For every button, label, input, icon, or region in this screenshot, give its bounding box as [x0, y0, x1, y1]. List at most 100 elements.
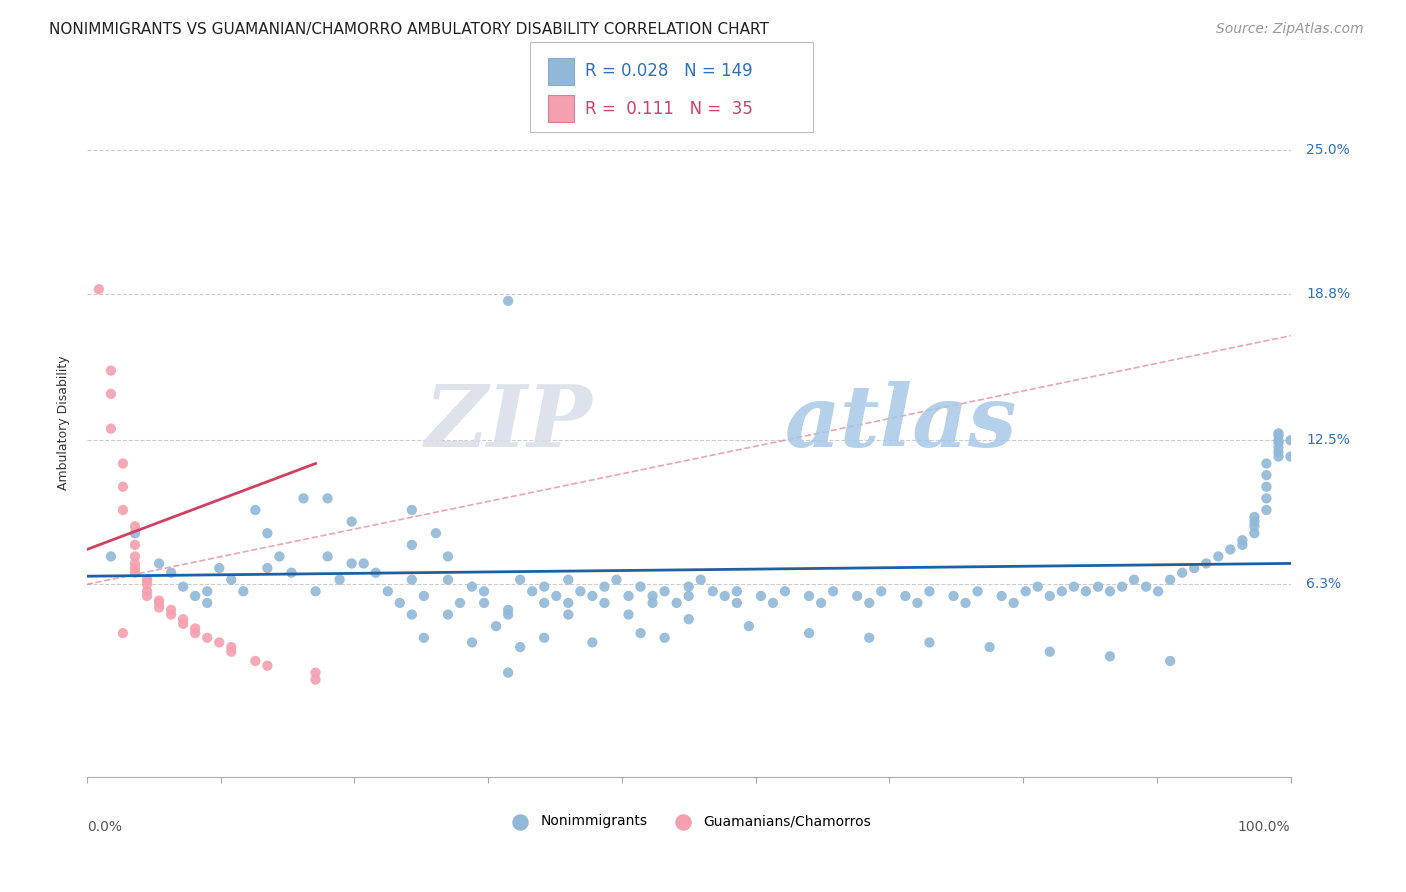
- Point: [870, 584, 893, 599]
- Point: [304, 673, 326, 687]
- Point: [1159, 573, 1181, 587]
- Point: [1256, 480, 1278, 494]
- Text: R = 0.028   N = 149: R = 0.028 N = 149: [585, 62, 752, 80]
- Point: [905, 596, 928, 610]
- Point: [401, 503, 423, 517]
- Point: [136, 573, 159, 587]
- Point: [256, 561, 278, 575]
- Point: [810, 596, 832, 610]
- Text: ZIP: ZIP: [425, 381, 592, 465]
- Point: [496, 603, 519, 617]
- Point: [388, 596, 411, 610]
- Text: NONIMMIGRANTS VS GUAMANIAN/CHAMORRO AMBULATORY DISABILITY CORRELATION CHART: NONIMMIGRANTS VS GUAMANIAN/CHAMORRO AMBU…: [49, 22, 769, 37]
- Point: [1267, 434, 1289, 448]
- Point: [1002, 596, 1025, 610]
- Point: [437, 607, 460, 622]
- Point: [557, 596, 579, 610]
- Point: [100, 386, 122, 401]
- Point: [437, 573, 460, 587]
- Point: [1074, 584, 1097, 599]
- Point: [100, 549, 122, 564]
- Point: [990, 589, 1012, 603]
- Point: [304, 665, 326, 680]
- Point: [1267, 445, 1289, 459]
- Point: [665, 596, 688, 610]
- Point: [340, 515, 363, 529]
- Point: [1087, 580, 1109, 594]
- Point: [329, 573, 352, 587]
- Point: [437, 549, 460, 564]
- Point: [256, 658, 278, 673]
- Point: [689, 573, 711, 587]
- Point: [678, 612, 700, 626]
- Point: [232, 584, 254, 599]
- Point: [1243, 510, 1265, 524]
- Point: [533, 596, 555, 610]
- Point: [509, 573, 531, 587]
- Point: [304, 584, 326, 599]
- Point: [773, 584, 796, 599]
- Point: [966, 584, 988, 599]
- Legend: Nonimmigrants, Guamanians/Chamorros: Nonimmigrants, Guamanians/Chamorros: [501, 809, 877, 834]
- Point: [1135, 580, 1157, 594]
- Point: [111, 457, 134, 471]
- Point: [412, 631, 434, 645]
- Point: [340, 557, 363, 571]
- Y-axis label: Ambulatory Disability: Ambulatory Disability: [58, 356, 70, 491]
- Point: [557, 573, 579, 587]
- Point: [172, 612, 194, 626]
- Point: [894, 589, 917, 603]
- Point: [100, 422, 122, 436]
- Point: [124, 538, 146, 552]
- Point: [918, 584, 941, 599]
- Point: [654, 584, 676, 599]
- Point: [1219, 542, 1241, 557]
- Point: [581, 635, 603, 649]
- Point: [654, 631, 676, 645]
- Point: [738, 619, 761, 633]
- Point: [221, 573, 243, 587]
- Point: [942, 589, 965, 603]
- Point: [714, 589, 737, 603]
- Point: [316, 549, 339, 564]
- Point: [472, 596, 495, 610]
- Point: [522, 584, 544, 599]
- Point: [846, 589, 869, 603]
- Point: [569, 584, 592, 599]
- Point: [617, 607, 640, 622]
- Point: [256, 526, 278, 541]
- Point: [160, 603, 183, 617]
- Point: [1039, 645, 1062, 659]
- Point: [221, 640, 243, 654]
- Point: [557, 607, 579, 622]
- Point: [533, 631, 555, 645]
- Point: [546, 589, 568, 603]
- Point: [1243, 519, 1265, 533]
- Point: [377, 584, 399, 599]
- Point: [195, 584, 218, 599]
- Point: [172, 616, 194, 631]
- Point: [245, 654, 267, 668]
- Point: [630, 626, 652, 640]
- Point: [401, 538, 423, 552]
- Point: [955, 596, 977, 610]
- Point: [979, 640, 1001, 654]
- Point: [1232, 533, 1254, 548]
- Point: [702, 584, 724, 599]
- Point: [124, 557, 146, 571]
- Point: [725, 584, 748, 599]
- Point: [858, 631, 880, 645]
- Point: [1050, 584, 1073, 599]
- Point: [797, 589, 820, 603]
- Point: [292, 491, 315, 506]
- Point: [1039, 589, 1062, 603]
- Point: [725, 596, 748, 610]
- Point: [184, 622, 207, 636]
- Point: [605, 573, 627, 587]
- Point: [749, 589, 772, 603]
- Point: [124, 561, 146, 575]
- Text: 100.0%: 100.0%: [1237, 820, 1291, 834]
- Point: [678, 580, 700, 594]
- Point: [485, 619, 508, 633]
- Point: [184, 626, 207, 640]
